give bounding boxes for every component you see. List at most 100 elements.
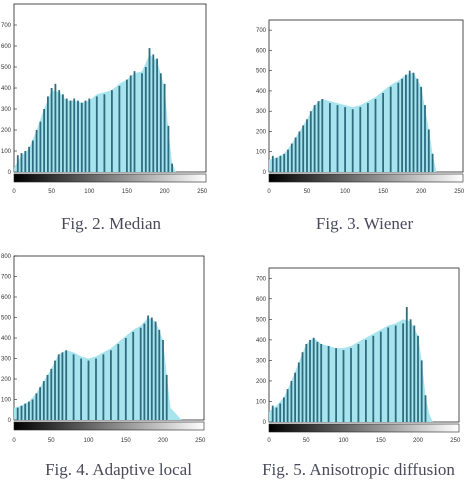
histogram-bar xyxy=(132,331,135,420)
histogram-bar xyxy=(320,344,323,422)
histogram-bar xyxy=(313,105,316,172)
histogram-chart-adaptive-local: 0 100 200 300 400 500 600 700 800 0 50 100 150 200 250 xyxy=(1,254,206,444)
x-tick-label: 100 xyxy=(339,438,350,444)
histogram-bar xyxy=(61,352,64,420)
histogram-bar xyxy=(65,350,68,420)
x-tick-label: 200 xyxy=(158,438,169,444)
histogram-bar xyxy=(312,337,315,422)
histogram-bar xyxy=(159,73,162,172)
x-tick-label: 0 xyxy=(12,189,16,195)
histogram-bar xyxy=(321,99,324,172)
histogram-bar xyxy=(405,307,408,422)
histogram-bar xyxy=(402,323,404,422)
histogram-bar xyxy=(28,146,30,172)
y-tick-label: 400 xyxy=(256,89,267,95)
x-tick-label: 50 xyxy=(48,438,55,444)
histogram-bar xyxy=(24,151,27,172)
histogram-bar xyxy=(271,155,274,172)
histogram-bar xyxy=(163,83,166,172)
histogram-bar xyxy=(389,86,392,172)
y-tick-label: 200 xyxy=(1,128,12,134)
histogram-bar xyxy=(374,99,377,172)
y-tick-label: 400 xyxy=(1,86,12,92)
histogram-bar xyxy=(54,360,56,420)
histogram-bar xyxy=(342,350,345,422)
histogram-bar xyxy=(302,125,305,172)
x-tick-label: 200 xyxy=(160,189,171,195)
y-tick-label: 400 xyxy=(1,336,12,342)
histogram-bar xyxy=(20,153,23,172)
histogram-bar xyxy=(165,374,168,420)
x-tick-label: 200 xyxy=(416,189,427,195)
histogram-chart-wiener: 0 100 200 300 400 500 600 700 0 50 100 150 200 250 xyxy=(256,19,465,195)
histogram-bar xyxy=(84,100,87,172)
histogram-bar xyxy=(16,155,19,172)
y-tick-label: 500 xyxy=(256,69,267,75)
histogram-bar xyxy=(329,103,331,172)
x-tick-label: 0 xyxy=(12,438,16,444)
panel-anisotropic-diffusion: 0 100 200 300 400 500 600 700 0 50 100 150 200 250 Fi… xyxy=(237,240,474,481)
histogram-bar xyxy=(382,93,384,172)
histogram-bar xyxy=(156,58,158,172)
histogram-bar xyxy=(298,131,301,172)
histogram-bar xyxy=(95,96,98,172)
histogram-bar xyxy=(424,395,427,422)
x-tick-label: 100 xyxy=(84,189,95,195)
histogram-bar xyxy=(316,341,319,422)
y-tick-label: 700 xyxy=(256,28,267,34)
histogram-bar xyxy=(39,387,41,420)
histogram-chart-anisotropic-diffusion: 0 100 200 300 400 500 600 700 0 50 100 150 200 250 xyxy=(256,267,461,444)
histogram-bar xyxy=(431,153,434,172)
histogram-bar xyxy=(143,323,146,420)
histogram-bar xyxy=(401,78,403,172)
y-tick-label: 500 xyxy=(1,65,12,71)
y-tick-label: 0 xyxy=(263,420,267,426)
histogram-bar xyxy=(344,107,346,172)
histogram-bar xyxy=(413,325,416,422)
x-tick-label: 150 xyxy=(376,438,387,444)
histogram-bar xyxy=(309,339,311,422)
x-tick-label: 0 xyxy=(267,189,271,195)
histogram-bar xyxy=(290,380,293,422)
histogram-bar xyxy=(80,102,83,172)
histogram-bar xyxy=(336,105,339,172)
figure-caption-wiener: Fig. 3. Wiener xyxy=(315,214,414,233)
grayscale-gradient-bar xyxy=(13,421,205,431)
histogram-bar xyxy=(309,111,312,172)
y-tick-label: 200 xyxy=(256,129,267,135)
histogram-bar xyxy=(397,82,400,172)
y-tick-label: 100 xyxy=(1,149,12,155)
histogram-bar xyxy=(117,344,120,420)
histogram-bar xyxy=(294,137,297,172)
histogram-bar xyxy=(416,78,419,172)
histogram-bar xyxy=(110,350,112,420)
histogram-bar xyxy=(133,71,136,172)
histogram-bar xyxy=(335,348,337,422)
histogram-bar xyxy=(147,315,149,420)
histogram-bar xyxy=(16,407,19,420)
histogram-bar xyxy=(294,372,296,422)
histogram-bar xyxy=(35,393,38,420)
histogram-bar xyxy=(72,354,75,420)
x-tick-label: 250 xyxy=(197,189,208,195)
histogram-bar xyxy=(424,105,426,172)
histogram-bar xyxy=(287,149,289,172)
histogram-bar xyxy=(144,67,147,172)
histogram-bar xyxy=(171,163,173,172)
histogram-bar xyxy=(359,107,362,172)
histogram-bar xyxy=(301,352,304,422)
histogram-bar xyxy=(42,381,45,420)
panel-median: 0 100 200 300 400 500 600 700 0 50 100 150 200 250 Fi… xyxy=(0,0,237,240)
figure-caption-adaptive-local: Fig. 4. Adaptive local xyxy=(45,460,192,479)
y-tick-label: 300 xyxy=(1,107,12,113)
histogram-bar xyxy=(372,335,375,422)
x-tick-label: 0 xyxy=(267,438,271,444)
histogram-bar xyxy=(88,98,91,172)
y-tick-label: 400 xyxy=(256,338,267,344)
histogram-bar xyxy=(387,327,390,422)
y-tick-label: 100 xyxy=(1,398,12,404)
histogram-bar xyxy=(31,399,34,420)
histogram-bar xyxy=(35,130,38,172)
histogram-bar xyxy=(47,96,49,172)
histogram-bar xyxy=(118,85,121,172)
